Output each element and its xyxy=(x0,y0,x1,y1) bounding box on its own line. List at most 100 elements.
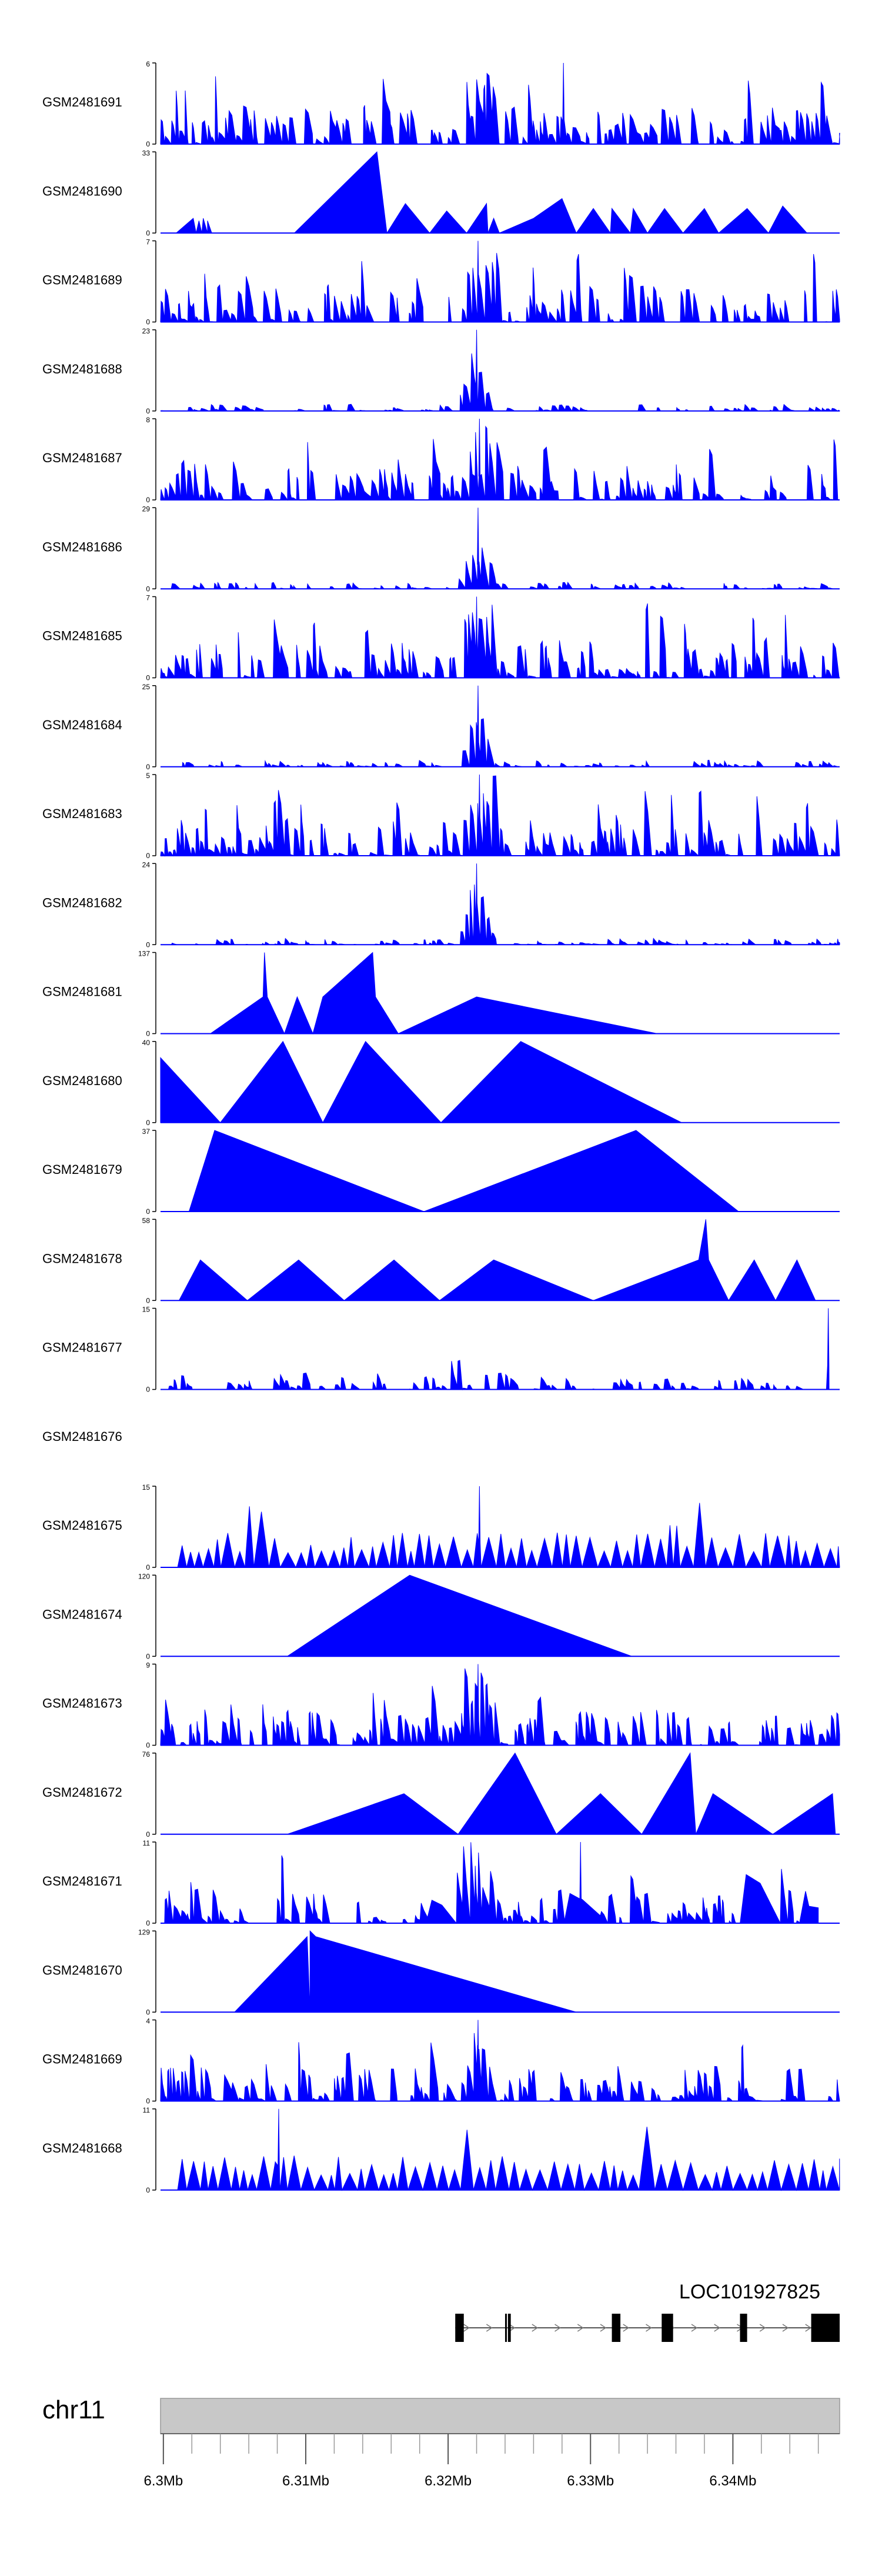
track-gsm2481678: GSM2481678 58 0 xyxy=(42,1216,840,1304)
track-label: GSM2481674 xyxy=(42,1607,122,1621)
track-gsm2481690: GSM2481690 33 0 xyxy=(42,149,840,237)
y-tick-label-min: 0 xyxy=(146,1563,150,1571)
track-label: GSM2481682 xyxy=(42,895,122,910)
coverage-area xyxy=(160,596,840,679)
coverage-area xyxy=(161,508,840,590)
track-label: GSM2481672 xyxy=(42,1785,122,1800)
y-tick-label-min: 0 xyxy=(146,229,150,237)
coverage-area xyxy=(178,1219,816,1302)
strand-arrow xyxy=(646,2324,652,2332)
y-tick-label-min: 0 xyxy=(146,1207,150,1216)
track-label: GSM2481687 xyxy=(42,451,122,465)
coverage-area xyxy=(177,1486,840,1569)
coverage-area xyxy=(160,62,840,145)
track-label: GSM2481670 xyxy=(42,1963,122,1977)
y-tick-label-max: 76 xyxy=(142,1750,151,1759)
y-tick-label-min: 0 xyxy=(146,1830,150,1838)
y-tick-label-min: 0 xyxy=(146,1919,150,1927)
y-tick-label-max: 11 xyxy=(143,2106,151,2114)
y-tick-label-max: 120 xyxy=(138,1572,150,1580)
y-tick-label-max: 15 xyxy=(142,1306,151,1314)
track-label: GSM2481689 xyxy=(42,273,122,288)
x-tick-label: 6.34Mb xyxy=(709,2473,756,2489)
y-tick-label-max: 8 xyxy=(146,416,150,424)
track-label: GSM2481681 xyxy=(42,985,122,999)
y-tick-label-min: 0 xyxy=(146,852,150,860)
y-tick-label-min: 0 xyxy=(146,2008,150,2016)
exon xyxy=(811,2314,840,2342)
coverage-area xyxy=(188,1130,740,1212)
x-tick-label: 6.32Mb xyxy=(425,2473,472,2489)
strand-arrow xyxy=(486,2324,493,2332)
y-tick-label-max: 58 xyxy=(142,1216,151,1224)
coverage-area xyxy=(161,685,840,768)
y-tick-label-max: 11 xyxy=(143,1839,151,1847)
exon xyxy=(740,2314,747,2342)
strand-arrow xyxy=(691,2324,698,2332)
coverage-area xyxy=(175,151,808,234)
strand-arrow xyxy=(554,2324,561,2332)
track-gsm2481691: GSM2481691 6 0 xyxy=(42,60,840,148)
x-tick-label: 6.3Mb xyxy=(143,2473,183,2489)
track-label: GSM2481675 xyxy=(42,1518,122,1533)
coverage-area xyxy=(287,1752,836,1835)
coverage-area xyxy=(161,1308,840,1391)
track-gsm2481675: GSM2481675 15 0 xyxy=(42,1483,840,1571)
track-label: GSM2481691 xyxy=(42,95,122,109)
y-tick-label-max: 23 xyxy=(142,327,151,335)
track-gsm2481677: GSM2481677 15 0 xyxy=(42,1306,840,1394)
strand-arrow xyxy=(714,2324,721,2332)
coverage-area xyxy=(233,1930,577,2013)
y-tick-label-max: 24 xyxy=(142,860,151,869)
track-gsm2481671: GSM2481671 11 0 xyxy=(42,1839,840,1927)
track-label: GSM2481677 xyxy=(42,1340,122,1355)
track-gsm2481670: GSM2481670 129 0 xyxy=(42,1928,840,2016)
track-gsm2481689: GSM2481689 7 0 xyxy=(42,238,840,326)
y-tick-label-max: 9 xyxy=(146,1661,150,1670)
y-tick-label-max: 6 xyxy=(146,60,150,68)
track-gsm2481687: GSM2481687 8 0 xyxy=(42,416,840,504)
track-gsm2481682: GSM2481682 24 0 xyxy=(42,860,840,949)
strand-arrow xyxy=(509,2324,516,2332)
track-gsm2481673: GSM2481673 9 0 xyxy=(42,1661,840,1750)
y-tick-label-min: 0 xyxy=(146,318,150,326)
y-tick-label-min: 0 xyxy=(146,585,150,593)
exon xyxy=(662,2314,673,2342)
y-tick-label-min: 0 xyxy=(146,1386,150,1394)
track-gsm2481683: GSM2481683 5 0 xyxy=(42,772,840,860)
y-tick-label-max: 25 xyxy=(142,683,151,691)
coverage-area xyxy=(160,418,840,501)
track-label: GSM2481679 xyxy=(42,1162,122,1177)
track-label: GSM2481668 xyxy=(42,2141,122,2155)
y-tick-label-min: 0 xyxy=(146,940,150,949)
coverage-area xyxy=(160,1040,682,1123)
track-gsm2481684: GSM2481684 25 0 xyxy=(42,683,840,771)
track-label: GSM2481669 xyxy=(42,2052,122,2067)
track-label: GSM2481676 xyxy=(42,1429,122,1444)
exon xyxy=(505,2314,507,2342)
coverage-area xyxy=(160,241,840,323)
y-tick-label-min: 0 xyxy=(146,140,150,148)
coverage-area xyxy=(160,774,840,857)
y-tick-label-min: 0 xyxy=(146,1119,150,1127)
y-tick-label-max: 37 xyxy=(142,1127,151,1136)
coverage-area xyxy=(161,1841,819,1924)
track-gsm2481681: GSM2481681 137 0 xyxy=(42,950,840,1038)
coverage-area xyxy=(286,1574,632,1657)
track-gsm2481688: GSM2481688 23 0 xyxy=(42,327,840,415)
exon xyxy=(507,2314,511,2342)
strand-arrow xyxy=(463,2324,470,2332)
track-label: GSM2481673 xyxy=(42,1696,122,1711)
track-gsm2481686: GSM2481686 29 0 xyxy=(42,505,840,593)
y-tick-label-min: 0 xyxy=(146,2186,150,2194)
strand-arrow xyxy=(600,2324,607,2332)
track-gsm2481672: GSM2481672 76 0 xyxy=(42,1750,840,1838)
x-tick-label: 6.31Mb xyxy=(282,2473,329,2489)
x-tick-label: 6.33Mb xyxy=(567,2473,614,2489)
y-tick-label-min: 0 xyxy=(146,1741,150,1750)
y-tick-label-max: 4 xyxy=(146,2017,150,2026)
y-tick-label-min: 0 xyxy=(146,1030,150,1038)
y-tick-label-min: 0 xyxy=(146,407,150,415)
track-label: GSM2481671 xyxy=(42,1874,122,1888)
